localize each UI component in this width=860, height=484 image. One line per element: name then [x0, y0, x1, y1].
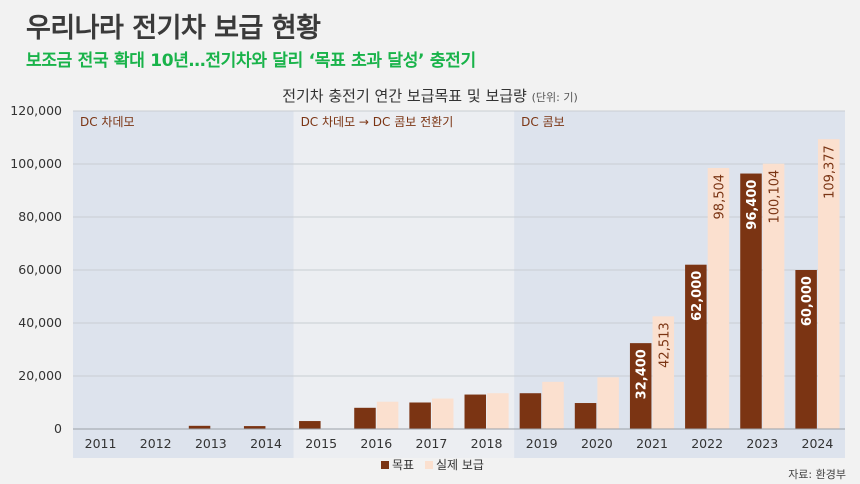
bar-target [795, 270, 817, 429]
x-tick-label: 2019 [526, 436, 558, 451]
period-band-0 [73, 111, 294, 458]
x-tick-label: 2012 [140, 436, 172, 451]
bar-actual [487, 393, 509, 429]
bar-actual [817, 139, 840, 430]
y-tick-label: 80,000 [18, 209, 62, 224]
y-tick-label: 0 [54, 421, 62, 436]
bar-actual [762, 163, 785, 429]
y-tick-label: 40,000 [18, 315, 62, 330]
page-title: 우리나라 전기차 보급 현황 [26, 13, 321, 44]
bar-target [464, 394, 487, 429]
legend-label-1: 실제 보급 [436, 458, 484, 472]
data-label-target: 62,000 [690, 271, 705, 321]
x-tick-label: 2024 [802, 436, 834, 451]
x-tick-label: 2015 [305, 436, 337, 451]
y-tick-label: 20,000 [18, 368, 62, 383]
data-label-actual: 42,513 [657, 322, 672, 368]
bar-target [299, 421, 321, 429]
legend-swatch-0 [381, 461, 389, 469]
legend-label-0: 목표 [392, 458, 414, 472]
bar-actual [376, 401, 399, 429]
x-tick-label: 2022 [691, 436, 723, 451]
x-tick-label: 2014 [250, 436, 282, 451]
x-tick-label: 2018 [471, 436, 503, 451]
bar-target [188, 425, 211, 429]
x-tick-label: 2011 [85, 436, 117, 451]
legend-swatch-1 [425, 461, 433, 469]
x-tick-label: 2021 [636, 436, 668, 451]
bar-target [740, 173, 762, 429]
period-label-1: DC 차데모 → DC 콤보 전환기 [301, 115, 454, 129]
y-tick-label: 60,000 [18, 262, 62, 277]
x-tick-label: 2013 [195, 436, 227, 451]
chart-title: 전기차 충전기 연간 보급목표 및 보급량 (단위: 기) [0, 85, 860, 106]
bar-target [574, 403, 597, 429]
y-tick-label: 100,000 [10, 156, 62, 171]
data-label-target: 32,400 [635, 349, 650, 399]
bar-target [243, 426, 266, 429]
period-label-0: DC 차데모 [80, 115, 135, 129]
chart-unit-note: (단위: 기) [531, 91, 578, 104]
period-label-2: DC 콤보 [521, 115, 565, 129]
y-tick-label: 120,000 [10, 103, 62, 118]
chart-title-text: 전기차 충전기 연간 보급목표 및 보급량 [282, 87, 527, 105]
bar-actual [707, 167, 730, 429]
bar-actual [431, 398, 454, 429]
bar-actual [542, 381, 564, 429]
bar-actual [597, 377, 619, 429]
x-tick-label: 2016 [360, 436, 392, 451]
source-note: 자료: 환경부 [788, 468, 846, 481]
x-tick-label: 2017 [416, 436, 448, 451]
bar-target [519, 393, 542, 429]
period-band-2 [514, 111, 845, 458]
x-tick-label: 2020 [581, 436, 613, 451]
bar-target [354, 407, 376, 429]
bar-target [409, 402, 431, 429]
data-label-target: 60,000 [800, 276, 815, 326]
data-label-target: 96,400 [745, 180, 760, 230]
page-subtitle: 보조금 전국 확대 10년…전기차와 달리 ‘목표 초과 달성’ 충전기 [26, 51, 476, 71]
bar-target [685, 264, 707, 429]
bar-target [629, 343, 652, 429]
x-tick-label: 2023 [746, 436, 778, 451]
data-label-actual: 100,104 [768, 170, 783, 224]
data-label-actual: 109,377 [823, 145, 838, 199]
bar-actual [652, 316, 675, 429]
data-label-actual: 98,504 [712, 174, 727, 220]
